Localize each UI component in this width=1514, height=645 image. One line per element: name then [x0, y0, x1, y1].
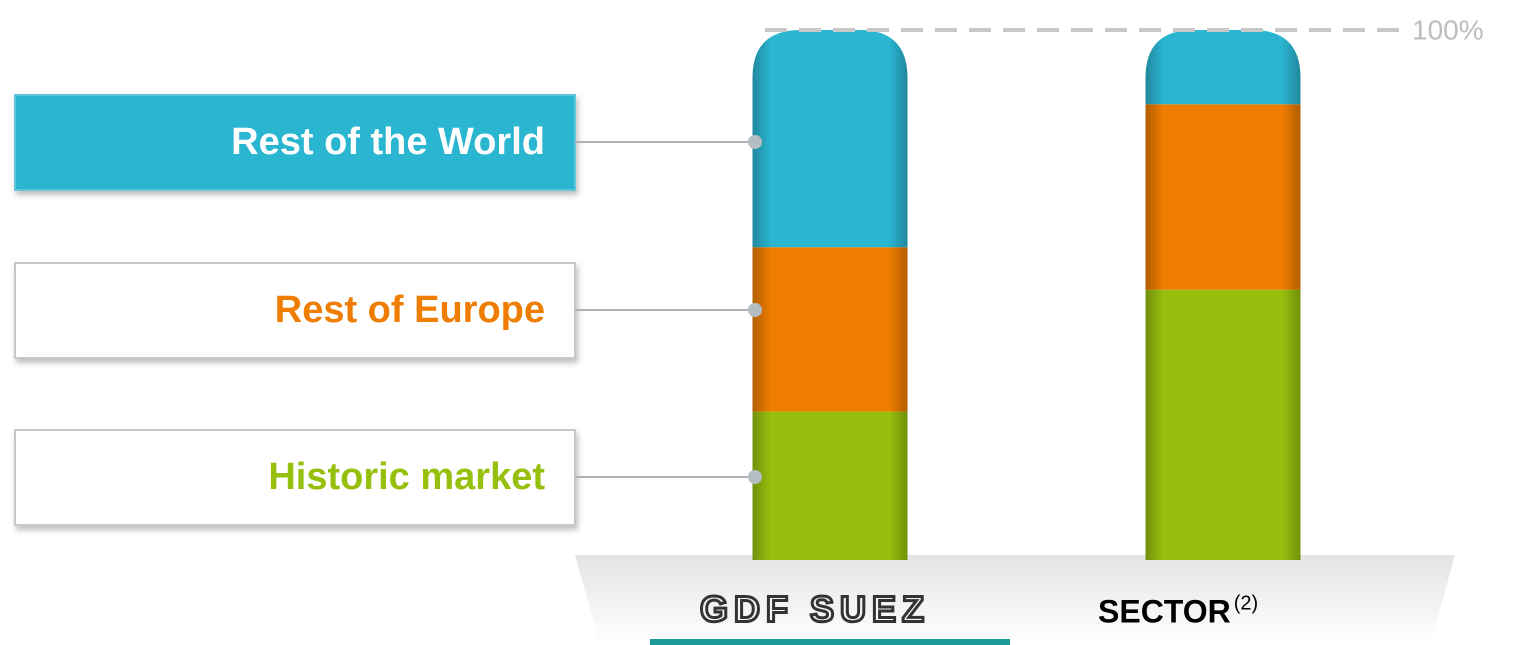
legend-label: Rest of Europe	[275, 289, 545, 331]
logo-underline	[650, 639, 1010, 645]
legend-label: Historic market	[268, 456, 545, 498]
legend-dot	[748, 135, 762, 149]
bar-shade	[1145, 289, 1301, 560]
legend-box	[14, 94, 576, 191]
legend-box	[14, 429, 576, 526]
bar-shade	[752, 30, 908, 248]
category-label: GDF SUEZ	[700, 589, 930, 630]
platform	[575, 555, 1455, 645]
category-label: SECTOR	[1098, 593, 1231, 629]
bar-shade	[1145, 30, 1301, 105]
legend-label: Rest of the World	[231, 121, 545, 163]
legend-dot	[748, 470, 762, 484]
y-tick-label: 100%	[1412, 14, 1484, 45]
bar-shade	[752, 247, 908, 412]
legend-dot	[748, 303, 762, 317]
legend-box	[14, 262, 576, 359]
category-footnote: (2)	[1234, 592, 1258, 614]
bar-shade	[752, 411, 908, 560]
bar-shade	[1145, 104, 1301, 290]
